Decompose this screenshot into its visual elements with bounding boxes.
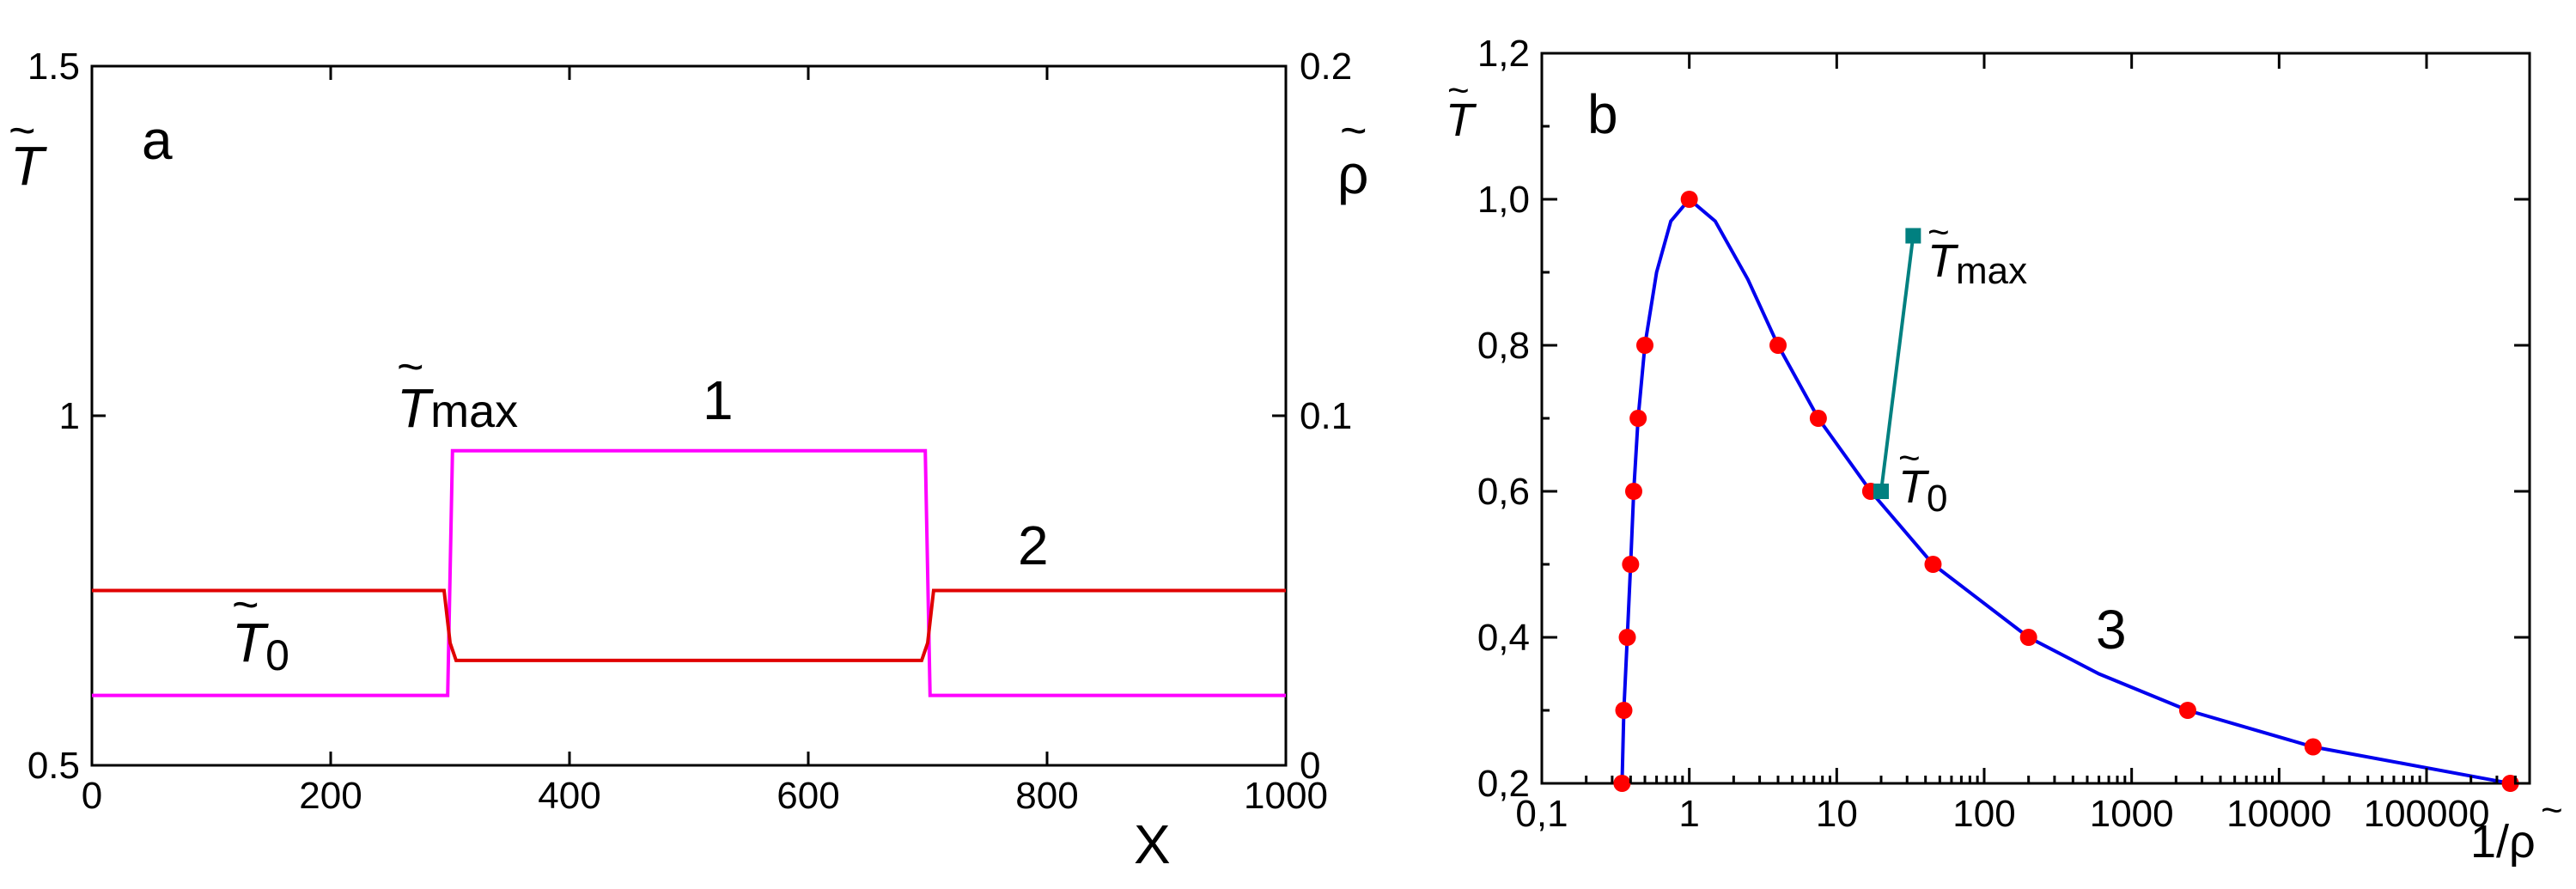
panel-b-t0-tmax-line bbox=[1879, 235, 1915, 492]
panel-b-tmax-label: Tmax bbox=[1927, 235, 2027, 292]
panel-b-data-point bbox=[1629, 410, 1647, 427]
panel-a-curve1-label: 1 bbox=[703, 369, 734, 431]
panel-b-data-point bbox=[1622, 556, 1640, 573]
panel-b-data-point bbox=[2019, 629, 2037, 646]
panel-a-curve2-label: 2 bbox=[1018, 515, 1049, 576]
panel-b: 0,1 1 10 100 1000 10000 100000 0,2 0,4 0,6 0,8 1,0… bbox=[1446, 33, 2563, 868]
panel-a-x-tick-label: 1000 bbox=[1244, 775, 1328, 817]
panel-a-right-tick-label: 0 bbox=[1300, 745, 1320, 787]
panel-b-data bbox=[1613, 191, 2519, 792]
panel-a-x-ticks: 0 200 400 600 800 1000 bbox=[82, 66, 1328, 817]
panel-a-tmax-sub: max bbox=[430, 386, 518, 437]
panel-b-x-ticks: 0,1 1 10 100 1000 10000 100000 bbox=[1515, 53, 2531, 835]
panel-b-data-point bbox=[1809, 410, 1827, 427]
panel-a-x-tick-label: 600 bbox=[776, 775, 839, 817]
panel-a-right-tick-label: 0.1 bbox=[1300, 395, 1352, 437]
panel-b-x-axis-label: 1/ρ bbox=[2470, 816, 2536, 868]
panel-b-x-tick-label: 1000 bbox=[2090, 793, 2174, 835]
panel-b-data-point bbox=[1613, 775, 1631, 792]
panel-a-x-tick-label: 400 bbox=[538, 775, 600, 817]
panel-a: 0 200 400 600 800 1000 0.511.5 00.10.2 a ~ T … bbox=[9, 46, 1368, 875]
panel-a-x-tick-label: 800 bbox=[1015, 775, 1078, 817]
panel-a-left-axis-tilde: ~ bbox=[9, 105, 36, 156]
panel-b-tmax-sub: max bbox=[1956, 250, 2027, 292]
panel-b-curve3-label: 3 bbox=[2096, 599, 2127, 661]
panel-a-t0-tilde: ~ bbox=[232, 579, 259, 630]
panel-b-tmax-tilde: ~ bbox=[1927, 211, 1950, 253]
panel-b-data-point bbox=[2304, 738, 2322, 756]
panel-a-right-axis-tilde: ~ bbox=[1340, 105, 1367, 156]
panel-b-data-point bbox=[1615, 702, 1633, 719]
panel-b-y-tick-label: 0,4 bbox=[1477, 617, 1530, 659]
panel-a-right-axis-label: ρ bbox=[1337, 143, 1368, 205]
panel-b-y-ticks: 0,2 0,4 0,6 0,8 1,0 1,2 bbox=[1477, 33, 2530, 805]
panel-b-x-tick-label: 10000 bbox=[2226, 793, 2331, 835]
panel-a-series-2-line bbox=[92, 588, 1286, 662]
panel-a-tmax-tilde: ~ bbox=[397, 341, 424, 393]
panel-b-y-axis-tilde: ~ bbox=[1447, 70, 1470, 112]
panel-a-t0-sub: 0 bbox=[265, 631, 289, 679]
panel-b-data-point bbox=[1635, 337, 1653, 354]
panel-a-left-ticks: 0.5 1 1.5 bbox=[27, 46, 106, 787]
panel-b-x-tick-label: 10 bbox=[1816, 793, 1858, 835]
panel-b-t0-tilde: ~ bbox=[1898, 437, 1921, 479]
panel-b-x-tick-label: 100 bbox=[1952, 793, 2015, 835]
panel-b-y-axis-label: T bbox=[1446, 94, 1477, 146]
panel-a-right-tick-label: 0.2 bbox=[1300, 46, 1352, 88]
panel-b-tmax-marker bbox=[1905, 228, 1921, 244]
panel-a-right-ticks: 0 0.1 0.2 bbox=[1272, 46, 1352, 787]
panel-b-y-tick-label: 1,2 bbox=[1477, 33, 1530, 75]
panel-a-left-axis-label: T bbox=[10, 135, 47, 197]
panel-b-frame bbox=[1540, 52, 2531, 785]
panel-a-left-tick-label: 1 bbox=[59, 395, 80, 437]
panel-a-x-tick-label: 0 bbox=[82, 775, 102, 817]
panel-b-x-tick-label: 100000 bbox=[2364, 793, 2490, 835]
panel-b-data-point bbox=[1924, 556, 1942, 573]
panel-b-curve-3-line bbox=[1620, 197, 2511, 785]
panel-b-y-tick-label: 0,8 bbox=[1477, 325, 1530, 367]
panel-b-y-tick-label: 1,0 bbox=[1477, 179, 1530, 221]
panel-b-data-point bbox=[2178, 702, 2196, 719]
panel-a-tmax-label: Tmax bbox=[397, 377, 518, 439]
panel-b-t0-label: T0 bbox=[1898, 461, 1947, 520]
panel-b-data-point bbox=[1618, 629, 1636, 646]
panel-b-t0-marker bbox=[1873, 484, 1890, 499]
panel-a-t0-label: T0 bbox=[232, 612, 289, 679]
panel-a-data bbox=[92, 448, 1286, 697]
panel-a-letter: a bbox=[142, 109, 173, 171]
panel-a-x-axis-label: X bbox=[1134, 813, 1171, 875]
panel-b-x-axis-tilde: ~ bbox=[2541, 789, 2563, 831]
panel-b-y-tick-label: 0,6 bbox=[1477, 471, 1530, 513]
panel-b-x-tick-label: 1 bbox=[1678, 793, 1699, 835]
panel-b-data-point bbox=[1624, 483, 1642, 500]
panel-b-data-point bbox=[1769, 337, 1787, 354]
panel-b-data-point bbox=[1680, 191, 1698, 208]
panel-a-series-1-line bbox=[92, 448, 1286, 697]
panel-b-x-tick-label: 0,1 bbox=[1515, 793, 1568, 835]
panel-a-left-tick-label: 0.5 bbox=[27, 745, 80, 787]
panel-a-left-tick-label: 1.5 bbox=[27, 46, 80, 88]
panel-b-y-tick-label: 0,2 bbox=[1477, 763, 1530, 805]
panel-a-x-tick-label: 200 bbox=[299, 775, 362, 817]
panel-b-t0-sub: 0 bbox=[1927, 478, 1947, 520]
panel-b-letter: b bbox=[1587, 83, 1618, 145]
